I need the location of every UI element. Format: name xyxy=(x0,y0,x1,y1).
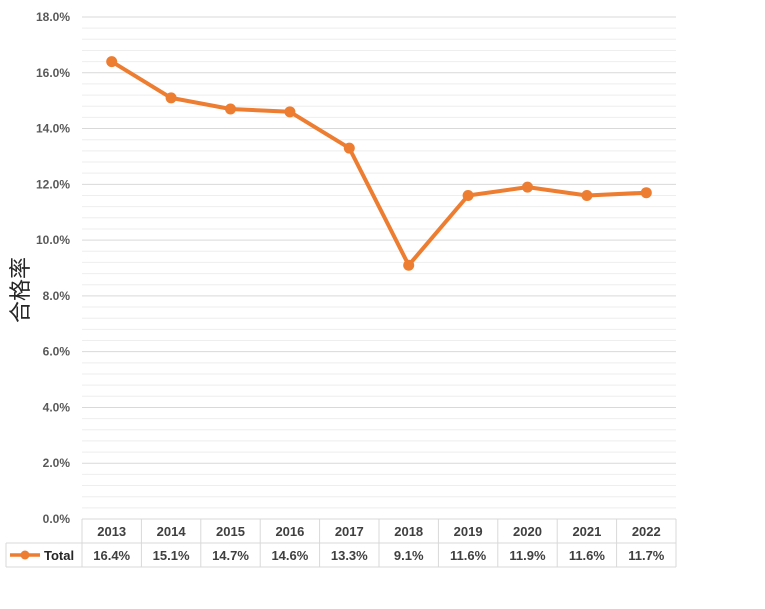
y-tick-label: 14.0% xyxy=(36,122,70,136)
y-tick-label: 4.0% xyxy=(43,400,71,414)
x-category-label: 2016 xyxy=(275,524,304,539)
y-tick-label: 2.0% xyxy=(43,456,71,470)
data-point xyxy=(106,56,118,68)
y-tick-label: 8.0% xyxy=(43,289,71,303)
data-point xyxy=(640,187,652,199)
data-point xyxy=(522,181,533,193)
series-line-total xyxy=(109,59,649,268)
data-label: 11.9% xyxy=(509,548,546,563)
data-label: 16.4% xyxy=(93,548,130,563)
data-point xyxy=(343,142,355,154)
data-label: 11.6% xyxy=(569,548,606,563)
x-category-label: 2018 xyxy=(394,524,423,539)
y-axis-tick-labels: 0.0% 2.0% 4.0% 6.0% 8.0% 10.0% 12.0% 14.0% 16.0%… xyxy=(36,10,70,526)
x-category-label: 2015 xyxy=(216,524,245,539)
data-point xyxy=(165,92,177,104)
data-point xyxy=(284,106,296,118)
data-label: 14.7% xyxy=(212,548,249,563)
data-table: 2013 2014 2015 2016 2017 2018 2019 2020 2021 2022… xyxy=(5,518,677,568)
y-tick-label: 16.0% xyxy=(36,66,70,80)
minor-gridlines xyxy=(82,27,676,509)
y-tick-label: 12.0% xyxy=(36,177,70,191)
x-category-label: 2014 xyxy=(157,524,187,539)
x-category-label: 2022 xyxy=(632,524,661,539)
x-category-label: 2021 xyxy=(572,524,601,539)
legend-key-marker xyxy=(20,550,30,560)
x-category-label: 2013 xyxy=(97,524,126,539)
data-label: 9.1% xyxy=(394,548,424,563)
y-axis-title: 合格率 xyxy=(9,257,34,323)
legend-series-name: Total xyxy=(44,548,74,563)
y-tick-label: 18.0% xyxy=(36,10,70,24)
x-category-label: 2019 xyxy=(454,524,483,539)
data-point xyxy=(462,189,474,201)
x-category-label: 2020 xyxy=(513,524,542,539)
data-label: 11.7% xyxy=(628,548,665,563)
y-tick-label: 6.0% xyxy=(43,345,71,359)
data-label: 11.6% xyxy=(450,548,487,563)
y-tick-label: 0.0% xyxy=(43,512,71,526)
data-label: 15.1% xyxy=(153,548,190,563)
data-point xyxy=(403,259,415,271)
data-label: 14.6% xyxy=(271,548,308,563)
data-label: 13.3% xyxy=(331,548,368,563)
x-category-label: 2017 xyxy=(335,524,364,539)
y-tick-label: 10.0% xyxy=(36,233,70,247)
data-point xyxy=(581,189,593,201)
series-line-path xyxy=(109,59,649,268)
data-point xyxy=(225,103,236,115)
major-gridlines xyxy=(82,16,676,464)
series-points-total xyxy=(106,56,652,271)
